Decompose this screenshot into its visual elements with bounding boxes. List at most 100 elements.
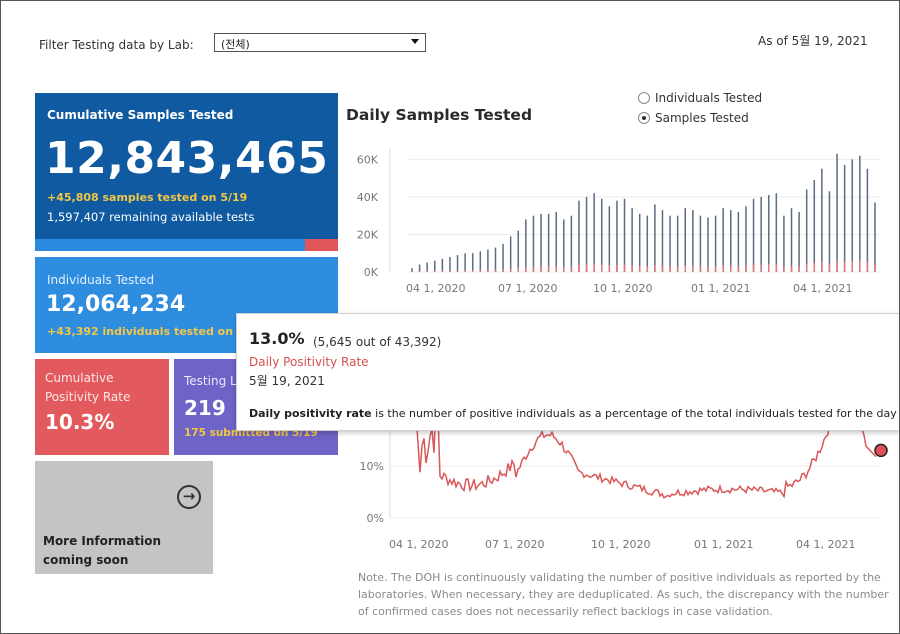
positive-bar (616, 264, 618, 272)
bar (843, 165, 846, 272)
more-info-line1: More Information (43, 534, 162, 548)
bar (737, 211, 740, 272)
bar (783, 215, 785, 272)
positive-bar (783, 266, 785, 272)
positive-bar (692, 265, 694, 272)
bar (745, 206, 747, 272)
x-tick-label: 07 1, 2020 (485, 538, 544, 551)
bar (790, 208, 793, 272)
bar (722, 208, 724, 272)
tooltip-date: 5월 19, 2021 (249, 374, 325, 388)
tooltip-desc-bold: Daily positivity rate (249, 407, 372, 420)
positive-bar (509, 268, 512, 272)
bar (441, 258, 444, 272)
positivity-rate-tile: Cumulative Positivity Rate 10.3% (35, 359, 169, 455)
positive-bar (585, 264, 588, 272)
y-tick-label: 60K (357, 153, 379, 166)
positive-bar (540, 266, 542, 272)
bar (699, 215, 702, 272)
radio-individuals-tested[interactable]: Individuals Tested (637, 90, 762, 110)
bar (805, 189, 808, 272)
individuals-tested-title: Individuals Tested (47, 273, 155, 287)
radio-samples-label: Samples Tested (655, 111, 749, 125)
positive-bar (471, 270, 474, 272)
positive-bar (593, 264, 595, 272)
daily-samples-chart[interactable]: 0K 20K 40K 60K 04 1, 2020 07 1, 2020 10 1, 202… (340, 140, 890, 310)
positive-bar (608, 265, 611, 272)
positive-bar (494, 269, 497, 272)
positive-bar (555, 265, 557, 272)
more-information-tile[interactable]: → More Information coming soon (35, 461, 213, 574)
positive-bar (601, 264, 603, 272)
positive-bar (707, 266, 709, 272)
x-tick-label: 01 1, 2021 (694, 538, 753, 551)
radio-checked-icon[interactable] (638, 112, 650, 124)
bar (661, 210, 664, 272)
positivity-title-line2: Positivity Rate (45, 390, 131, 404)
y-tick-label: 20K (357, 228, 379, 241)
positive-bar (654, 265, 656, 272)
bar (532, 215, 535, 272)
x-tick-label: 04 1, 2021 (796, 538, 855, 551)
bar (555, 211, 557, 272)
bar (714, 215, 717, 272)
radio-samples-tested[interactable]: Samples Tested (637, 110, 762, 130)
bar (540, 213, 542, 272)
bar (471, 253, 474, 272)
bar (631, 208, 633, 272)
testing-labs-value: 219 (184, 396, 226, 420)
positive-bar (752, 264, 755, 272)
bar (426, 262, 428, 272)
bar (798, 211, 800, 272)
tooltip-desc-rest: is the number of positive individuals as… (371, 407, 897, 420)
positive-bar (798, 265, 800, 272)
positive-bar (775, 264, 778, 272)
bar (517, 230, 520, 272)
arrow-right-circle-icon[interactable]: → (177, 485, 201, 509)
radio-individuals-label: Individuals Tested (655, 91, 763, 105)
positivity-rate-chart[interactable]: 0% 10% 04 1, 2020 07 1, 2020 10 1, 2020 01 1,… (340, 430, 890, 560)
positive-bar (851, 260, 853, 272)
y-tick-label: 0% (367, 512, 384, 525)
bar (494, 247, 497, 272)
bar (456, 255, 459, 272)
positive-bar (874, 265, 876, 272)
y-tick-label: 0K (364, 266, 379, 279)
individuals-tested-today: +43,392 individuals tested on 5/19 (47, 325, 264, 338)
bar (585, 196, 588, 272)
bar (676, 215, 679, 272)
x-tick-label: 07 1, 2020 (498, 282, 557, 295)
bar (563, 219, 565, 272)
positive-bar (646, 266, 649, 272)
lab-filter-label: Filter Testing data by Lab: (39, 38, 194, 52)
positive-bar (479, 269, 482, 272)
positivity-title-line1: Cumulative (45, 371, 114, 385)
bar (646, 215, 649, 272)
positive-bar (843, 261, 846, 272)
lab-filter-dropdown[interactable]: (전체) (214, 33, 426, 52)
positive-bar (578, 264, 580, 272)
bar (449, 256, 451, 272)
positive-bar (722, 265, 724, 272)
x-tick-label: 04 1, 2020 (406, 282, 465, 295)
positive-bar (760, 264, 762, 272)
positive-bar (813, 262, 816, 272)
bar (851, 159, 853, 272)
tooltip-percent: 13.0% (249, 329, 305, 348)
bar (547, 213, 550, 272)
positive-bar (767, 264, 770, 272)
x-tick-label: 04 1, 2020 (389, 538, 448, 551)
x-tick-label: 04 1, 2021 (793, 282, 852, 295)
radio-unchecked-icon[interactable] (638, 92, 650, 104)
measure-toggle: Individuals Tested Samples Tested (637, 90, 762, 130)
samples-tested-today: +45,808 samples tested on 5/19 (47, 191, 248, 204)
bar (479, 251, 482, 272)
positive-bar (418, 271, 421, 272)
cumulative-samples-tile: Cumulative Samples Tested 12,843,465 +45… (35, 93, 338, 251)
positive-bar (836, 260, 838, 272)
positivity-line (416, 430, 877, 499)
bar (502, 243, 504, 272)
bar (608, 206, 611, 272)
chevron-down-icon (411, 39, 419, 44)
capacity-bar-remaining (305, 239, 338, 251)
